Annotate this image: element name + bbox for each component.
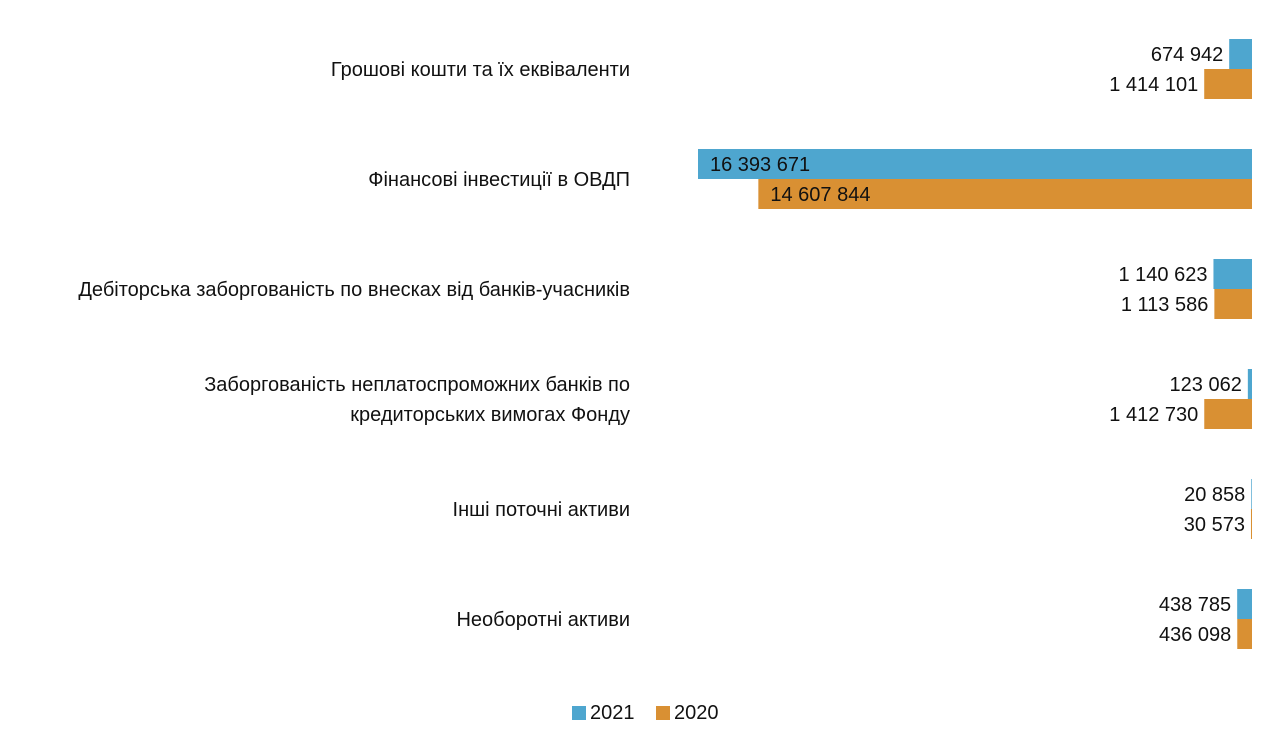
value-label-2020-3: 1 412 730 xyxy=(1109,404,1198,426)
category-label: Грошові кошти та їх еквіваленти xyxy=(331,59,630,81)
bar-2021-4 xyxy=(1251,479,1252,509)
category-label: Необоротні активи xyxy=(456,609,630,631)
legend-swatch-2020 xyxy=(656,706,670,720)
bar-2020-2 xyxy=(1214,289,1252,319)
bar-2021-1 xyxy=(698,149,1252,179)
value-label-2020-0: 1 414 101 xyxy=(1109,74,1198,96)
category-label: Інші поточні активи xyxy=(453,499,630,521)
bar-2020-5 xyxy=(1237,619,1252,649)
value-label-2020-1: 14 607 844 xyxy=(770,184,870,206)
legend-label-2020: 2020 xyxy=(674,702,719,724)
category-label: Дебіторська заборгованість по внесках ві… xyxy=(78,279,630,301)
value-label-2020-5: 436 098 xyxy=(1159,624,1231,646)
value-label-2021-0: 674 942 xyxy=(1151,44,1223,66)
value-label-2021-4: 20 858 xyxy=(1184,484,1245,506)
category-label: кредиторських вимогах Фонду xyxy=(350,404,630,426)
bar-2020-1 xyxy=(758,179,1252,209)
bar-2020-4 xyxy=(1250,509,1252,539)
legend-label-2021: 2021 xyxy=(590,702,635,724)
bar-2020-0 xyxy=(1204,69,1252,99)
bar-2021-5 xyxy=(1237,589,1252,619)
bars-group xyxy=(698,39,1252,649)
value-label-2020-2: 1 113 586 xyxy=(1121,294,1209,316)
value-label-2021-2: 1 140 623 xyxy=(1118,264,1207,286)
category-labels: Грошові кошти та їх еквіваленти Фінансові… xyxy=(78,59,630,631)
legend-swatch-2021 xyxy=(572,706,586,720)
value-label-2021-5: 438 785 xyxy=(1159,594,1231,616)
category-label: Фінансові інвестиції в ОВДП xyxy=(368,169,630,191)
bar-2021-0 xyxy=(1229,39,1252,69)
value-label-2021-1: 16 393 671 xyxy=(710,154,810,176)
bar-2021-2 xyxy=(1213,259,1252,289)
bar-2020-3 xyxy=(1204,399,1252,429)
legend: 2021 2020 xyxy=(572,702,719,724)
value-label-2020-4: 30 573 xyxy=(1184,514,1245,536)
value-labels: 674 942 1 414 101 16 393 671 14 607 844 1 14… xyxy=(710,44,1245,646)
value-label-2021-3: 123 062 xyxy=(1170,374,1242,396)
category-label: Заборгованість неплатоспроможних банків … xyxy=(204,374,630,396)
bar-2021-3 xyxy=(1247,369,1252,399)
